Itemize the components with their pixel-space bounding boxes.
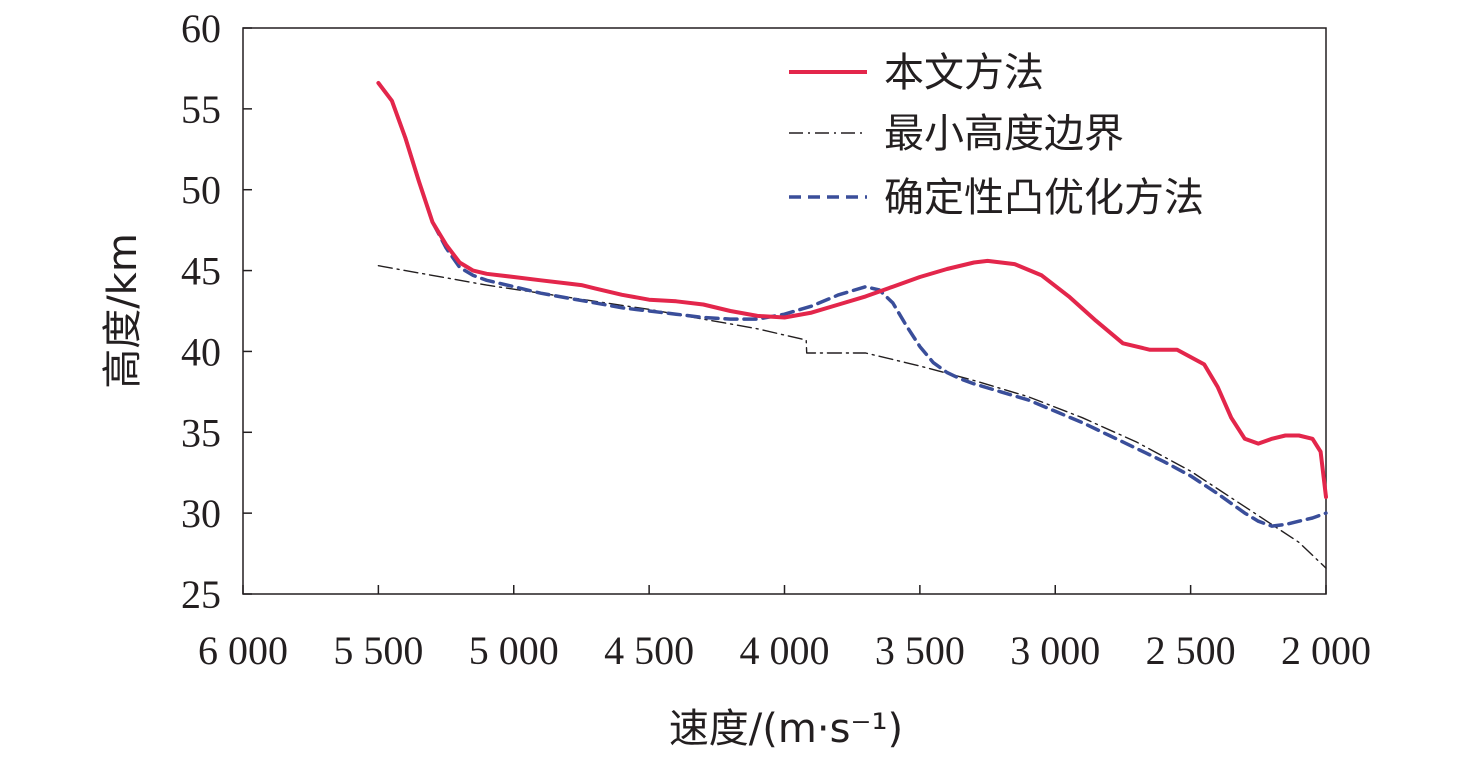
x-tick-label: 6 000: [198, 628, 288, 673]
x-tick-label: 5 500: [333, 628, 423, 673]
y-axis-ticks: 25 30 35 40 45 50 55 60: [181, 6, 252, 617]
x-tick-label: 3 500: [875, 628, 965, 673]
y-tick-label: 30: [181, 491, 221, 536]
x-tick-label: 5 000: [469, 628, 559, 673]
x-axis-ticks: 6 000 5 500 5 000 4 500 4 000 3 500 3 000 2 500…: [198, 585, 1371, 673]
series-line: [376, 81, 1328, 499]
y-tick-label: 25: [181, 572, 221, 617]
x-tick-label: 2 000: [1281, 628, 1371, 673]
series-layer: [376, 81, 1328, 569]
legend-label: 本文方法: [884, 50, 1044, 96]
y-tick-label: 50: [181, 168, 221, 213]
legend-label: 确定性凸优化方法: [884, 175, 1204, 221]
y-tick-label: 45: [181, 249, 221, 294]
y-tick-label: 60: [181, 6, 221, 51]
y-tick-label: 35: [181, 410, 221, 455]
x-tick-label: 2 500: [1146, 628, 1236, 673]
y-tick-label: 40: [181, 329, 221, 374]
legend-label: 最小高度边界: [884, 111, 1124, 157]
x-axis-title: 速度/(m·s⁻¹): [669, 706, 903, 752]
y-tick-label: 55: [181, 87, 221, 132]
series-line: [377, 265, 1327, 569]
series-line: [376, 81, 1328, 528]
x-tick-label: 4 000: [740, 628, 830, 673]
plot-frame: [242, 27, 1327, 595]
y-axis-title: 高度/km: [100, 233, 146, 389]
x-tick-label: 3 000: [1010, 628, 1100, 673]
x-tick-label: 4 500: [604, 628, 694, 673]
